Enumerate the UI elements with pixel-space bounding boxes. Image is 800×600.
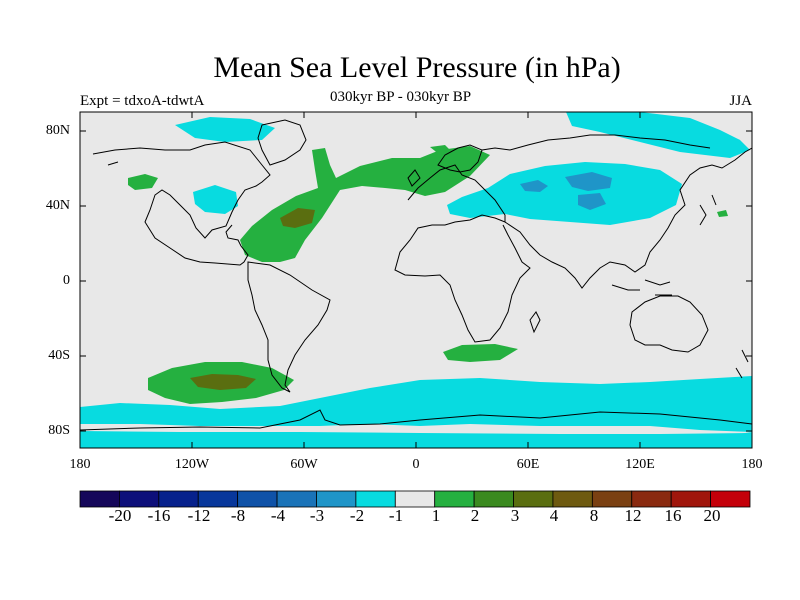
colorbar-label: -8 [230,506,246,525]
colorbar-swatch [79,490,120,508]
colorbar-label: -3 [309,506,325,525]
north-america-coast [92,141,271,266]
atlantic-core [280,208,315,228]
period-label: 030kyr BP - 030kyr BP [330,89,472,105]
lon-tick-label: 180 [741,457,763,472]
colorbar-swatch [394,490,436,508]
colorbar-label: -2 [349,506,365,525]
colorbar-label: 2 [470,506,480,525]
lon-tick-label: 0 [412,457,420,472]
axis-ticks [79,112,753,448]
lat-tick-label: 40S [48,348,70,363]
colorbar-label: -20 [108,506,132,525]
far-east-low [695,132,740,150]
colorbar [79,490,751,508]
colorbar-label: -16 [147,506,171,525]
lat-tick-label: 0 [63,273,70,288]
lon-tick-label: 120W [174,457,210,472]
lat-tick-label: 80S [48,423,70,438]
north-pacific-high [128,174,158,190]
scandinavia-coast [437,144,483,173]
colorbar-swatch [119,490,160,508]
map-plot-area [80,112,752,448]
lon-tick-label: 60E [516,457,540,472]
south-atlantic-high [443,344,518,362]
strong-negative-regions [520,172,612,210]
strong-positive-regions [190,208,315,390]
lon-tick-label: 60W [290,457,318,472]
asia-coast [481,134,752,289]
colorbar-label: 8 [589,506,599,525]
colorbar-swatch [276,490,317,508]
dateline-low [725,432,752,448]
colorbar-swatch [591,490,633,508]
japan-coast [699,194,717,226]
greenland-low [175,117,275,142]
southern-ocean-band [80,376,752,432]
greenland-coast [257,119,307,166]
colorbar-swatch [631,490,672,508]
lon-tick-label: 180 [69,457,91,472]
colorbar-swatch [552,490,593,508]
colorbar-label: 4 [549,506,559,525]
colorbar-swatch [158,490,199,508]
colorbar-swatch [355,490,396,508]
arctic-high [430,145,452,155]
colorbar-swatch [670,490,711,508]
coastlines [80,119,752,431]
lon-tick-label: 120E [625,457,655,472]
colorbar-label: -4 [270,506,286,525]
lat-tick-label: 80N [45,123,70,138]
north-atlantic-low [193,185,238,214]
colorbar-swatch [316,490,357,508]
colorbar-label: 16 [664,506,682,525]
colorbar-swatch [710,490,751,508]
colorbar-swatch [434,490,475,508]
eurasia-low [447,162,682,225]
colorbar-swatch [473,490,514,508]
colorbar-swatch [237,490,278,508]
north-atlantic-high [240,146,490,262]
indonesia-coast [611,279,672,296]
central-asia-core [565,172,612,191]
colorbar-label: 3 [510,506,520,525]
colorbar-label: 20 [703,506,721,525]
west-pacific-high [717,210,728,217]
asia-secondary-core [520,180,548,192]
europe-africa-coast [394,164,531,343]
experiment-label: Expt = tdxoA-tdwtA [80,93,205,109]
asia-tertiary-core [578,193,606,210]
antarctic-coast-band [80,431,752,448]
colorbar-label: 1 [431,506,441,525]
colorbar-swatch [197,490,239,508]
colorbar-label: -1 [388,506,404,525]
colorbar-label: -12 [187,506,211,525]
season-label: JJA [729,93,752,109]
colorbar-label: 12 [624,506,642,525]
negative-anomaly-regions [80,112,752,448]
britain-coast [407,169,421,187]
colorbar-swatch [513,490,554,508]
madagascar-coast [529,311,541,334]
south-pacific-core [190,374,256,390]
lat-tick-label: 40N [45,198,70,213]
australia-coast [629,295,709,353]
map-title: Mean Sea Level Pressure (in hPa) [213,51,621,84]
antarctica-coast [80,409,752,431]
new-zealand-coast [735,349,749,379]
south-america-coast [247,261,331,393]
